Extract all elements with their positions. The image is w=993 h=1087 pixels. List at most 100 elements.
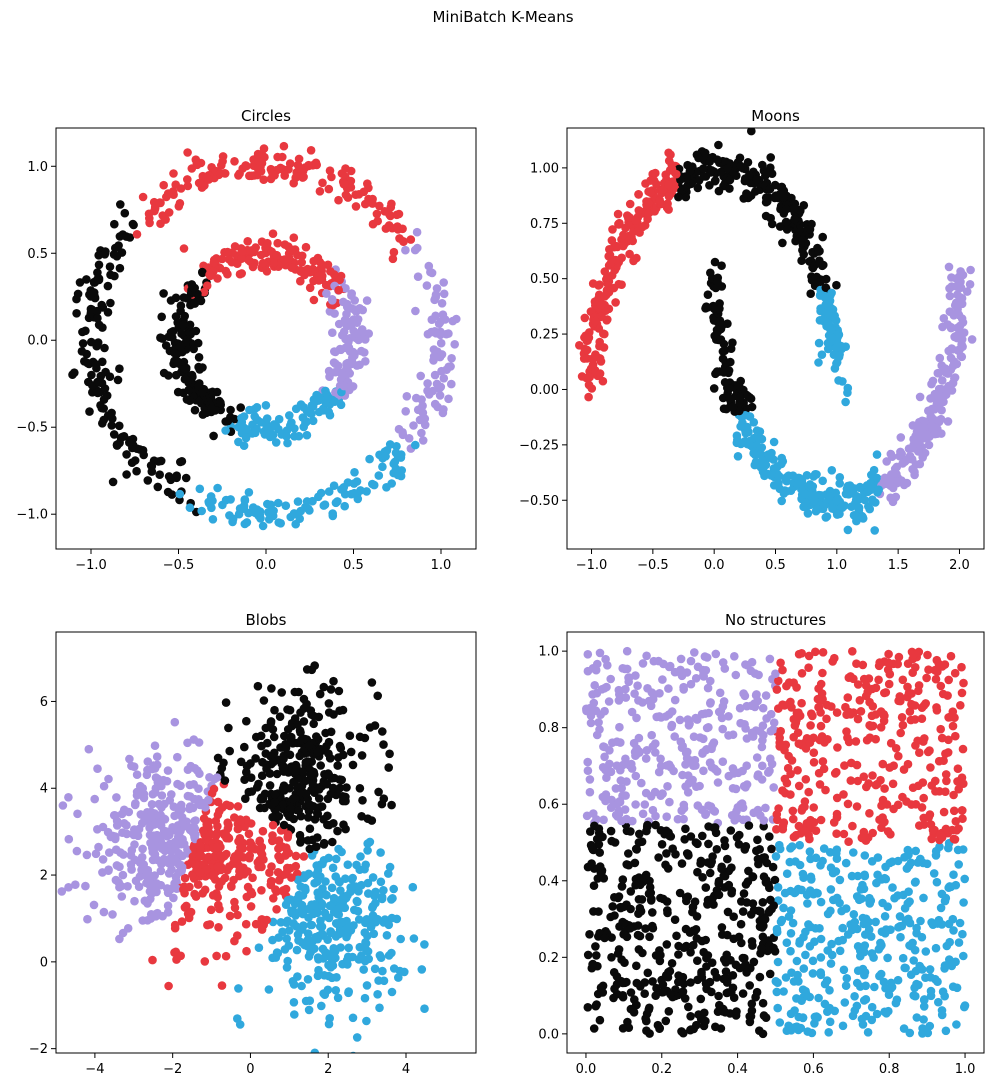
data-point — [189, 344, 198, 354]
data-point — [164, 371, 173, 380]
data-point — [68, 370, 77, 380]
data-point — [662, 849, 671, 858]
data-point — [691, 713, 700, 723]
data-point — [100, 343, 109, 353]
data-point — [281, 739, 290, 749]
data-point — [358, 796, 367, 805]
data-point — [185, 396, 194, 406]
data-point — [108, 910, 117, 919]
data-point — [381, 224, 391, 233]
data-point — [629, 256, 638, 266]
data-point — [436, 338, 446, 348]
data-point — [378, 727, 387, 736]
data-point — [605, 746, 614, 755]
data-point — [861, 981, 870, 991]
data-point — [915, 748, 924, 757]
data-point — [324, 487, 334, 496]
data-point — [759, 816, 769, 825]
data-point — [190, 889, 199, 899]
data-point — [614, 696, 624, 705]
data-point — [268, 169, 278, 179]
data-point — [893, 975, 903, 985]
data-point — [747, 128, 756, 136]
data-point — [309, 719, 319, 729]
y-tick-label: 4 — [40, 782, 48, 797]
data-point — [691, 674, 701, 683]
data-point — [816, 277, 825, 287]
data-point — [893, 659, 902, 669]
data-point — [821, 283, 831, 293]
data-point — [375, 201, 384, 211]
data-point — [763, 450, 773, 459]
data-point — [800, 797, 810, 806]
data-point — [212, 773, 222, 782]
data-point — [246, 843, 255, 853]
data-point — [236, 757, 246, 767]
data-point — [341, 284, 350, 293]
data-point — [279, 887, 288, 896]
data-point — [794, 1012, 803, 1022]
data-point — [766, 153, 775, 162]
data-point — [869, 953, 878, 962]
data-point — [430, 399, 440, 409]
data-point — [261, 723, 271, 733]
data-point — [758, 160, 767, 170]
data-point — [898, 792, 907, 802]
data-point — [749, 905, 759, 915]
data-point — [289, 998, 299, 1007]
y-tick-label: 1.0 — [538, 645, 559, 660]
data-point — [98, 822, 108, 832]
data-point — [255, 837, 264, 846]
data-point — [894, 751, 903, 761]
data-point — [114, 241, 123, 250]
data-point — [878, 759, 888, 769]
data-point — [683, 892, 693, 901]
data-point — [717, 261, 726, 271]
data-point — [735, 406, 744, 416]
data-point — [918, 453, 927, 462]
data-point — [651, 991, 660, 1000]
data-point — [878, 813, 887, 822]
data-point — [176, 781, 185, 791]
data-point — [908, 668, 917, 677]
data-point — [239, 441, 249, 451]
data-point — [833, 743, 842, 752]
data-point — [773, 978, 782, 987]
data-point — [274, 812, 284, 821]
data-point — [747, 999, 757, 1009]
data-point — [336, 400, 346, 410]
data-point — [412, 393, 421, 403]
data-point — [348, 873, 358, 883]
data-point — [163, 766, 173, 775]
data-point — [946, 651, 956, 661]
data-point — [847, 502, 856, 512]
data-point — [724, 771, 734, 781]
data-point — [904, 861, 914, 871]
data-point — [903, 845, 913, 855]
data-point — [951, 817, 961, 826]
data-point — [791, 830, 801, 840]
data-point — [816, 708, 825, 717]
data-point — [705, 868, 715, 878]
data-point — [291, 851, 301, 861]
x-tick-label: −0.5 — [163, 558, 195, 573]
data-point — [240, 519, 250, 529]
data-point — [634, 190, 643, 199]
data-point — [94, 260, 104, 270]
data-point — [860, 871, 870, 881]
data-point — [283, 916, 292, 926]
data-point — [758, 703, 768, 713]
data-point — [787, 756, 797, 765]
data-point — [381, 452, 390, 461]
data-point — [911, 877, 920, 887]
data-point — [842, 974, 852, 983]
data-point — [132, 230, 142, 239]
data-point — [876, 969, 886, 979]
data-point — [217, 877, 226, 886]
data-point — [185, 804, 194, 814]
data-point — [642, 1026, 651, 1035]
data-point — [312, 808, 322, 818]
data-point — [388, 894, 397, 903]
data-point — [345, 731, 355, 740]
data-point — [170, 348, 179, 358]
